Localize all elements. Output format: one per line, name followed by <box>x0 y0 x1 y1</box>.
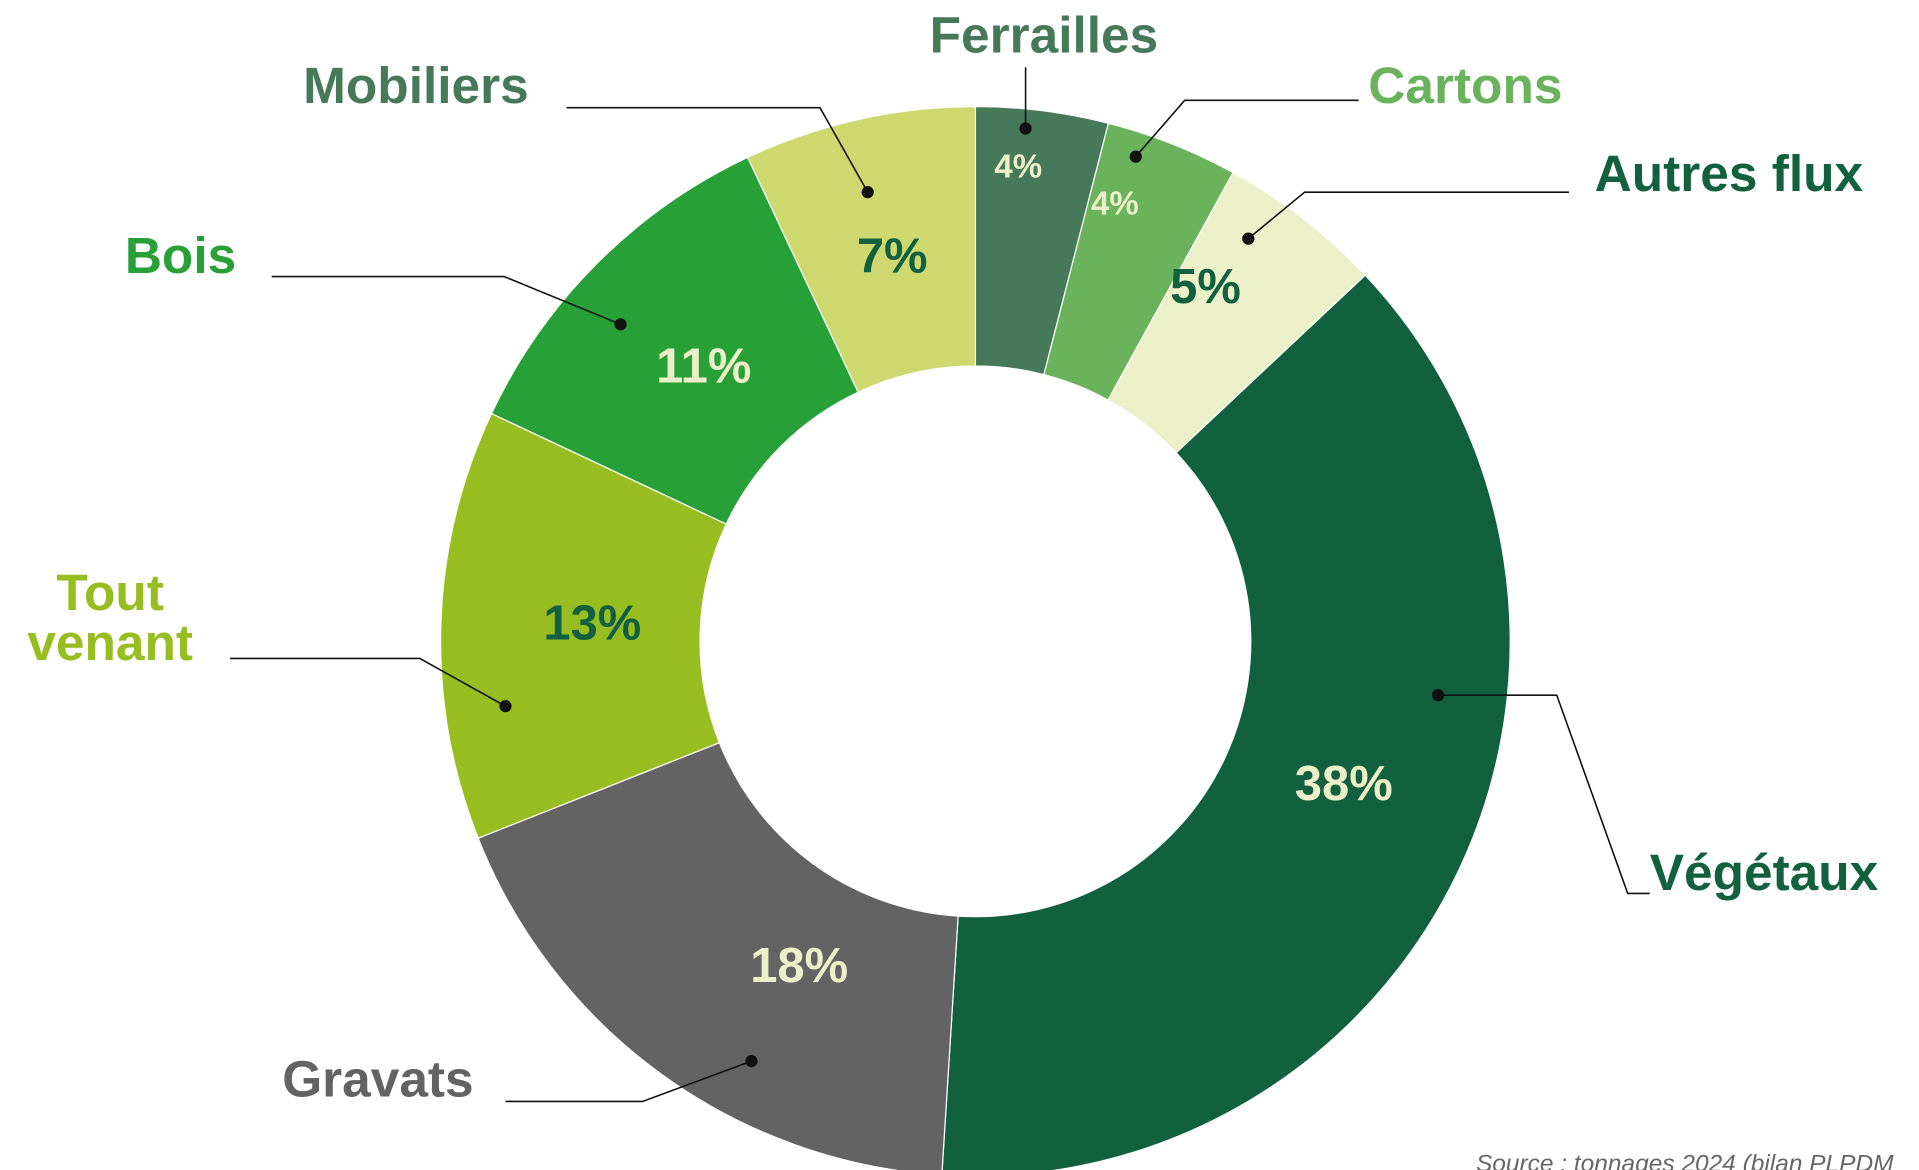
slice <box>440 412 728 839</box>
value-label: 7% <box>857 229 928 283</box>
leader-line <box>230 657 506 707</box>
leader-dot <box>1019 122 1032 135</box>
value-label: 38% <box>1295 757 1393 811</box>
slice <box>490 156 859 525</box>
source: Source : tonnages 2024 (bilan PLPDM <box>1476 1151 1894 1170</box>
leader-dot <box>745 1054 758 1068</box>
category-label: Végétaux <box>1650 843 1879 901</box>
slice <box>746 105 977 393</box>
value-label: 18% <box>750 939 848 993</box>
leader-dot <box>861 186 874 199</box>
leader-line <box>271 275 621 326</box>
category-label: Tout venant <box>27 563 193 671</box>
category-label: Cartons <box>1368 56 1562 114</box>
value-label: 4% <box>1091 185 1139 222</box>
leader-dot <box>1129 150 1142 163</box>
slice <box>477 741 959 1170</box>
leader-dot <box>614 318 627 331</box>
value-label: 13% <box>543 597 641 651</box>
slice <box>941 274 1511 1170</box>
category-label: Bois <box>125 226 236 284</box>
leader-line <box>505 1060 752 1103</box>
leader-line <box>566 106 869 193</box>
value-label: 5% <box>1170 260 1241 314</box>
category-label: Gravats <box>282 1050 473 1108</box>
leader-dot <box>1431 689 1445 702</box>
category-label: Autres flux <box>1595 144 1864 202</box>
leader-line <box>1438 694 1650 895</box>
category-label: Ferrailles <box>930 6 1159 64</box>
value-label: 4% <box>994 149 1042 186</box>
leader-line <box>1247 191 1569 240</box>
leader-dot <box>499 700 512 713</box>
leader-line <box>1135 99 1359 158</box>
category-label: Mobiliers <box>303 56 529 114</box>
value-label: 11% <box>656 340 751 394</box>
leader-dot <box>1242 232 1255 245</box>
